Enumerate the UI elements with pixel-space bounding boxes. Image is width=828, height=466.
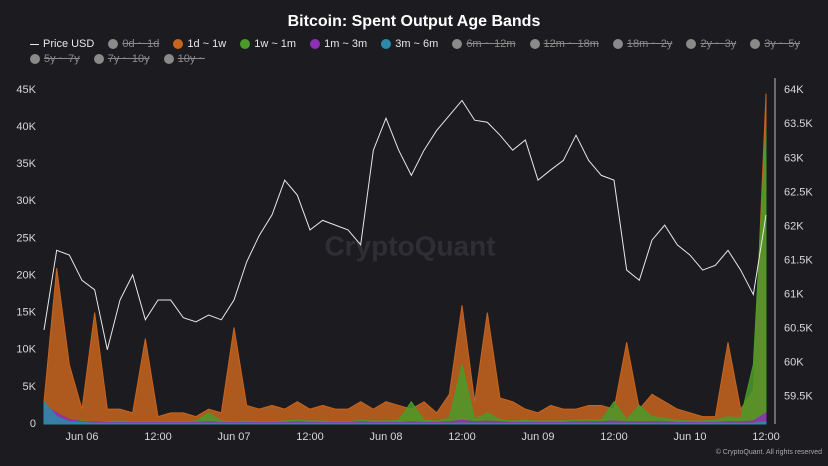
y2-tick-label: 59.5K (784, 391, 813, 403)
watermark: CryptoQuant (324, 230, 495, 261)
legend: Price USD 0d ~ 1d 1d ~ 1w 1w ~ 1m 1m ~ 3m 3m … (30, 38, 820, 65)
legend-item[interactable]: 0d ~ 1d (108, 38, 159, 50)
legend-label: 1w ~ 1m (254, 38, 297, 50)
legend-label: 10y ~ (177, 53, 205, 65)
y-tick-label: 35K (16, 158, 36, 170)
area (43, 126, 767, 425)
y-tick-label: 40K (16, 121, 36, 133)
y2-tick-label: 62.5K (784, 186, 813, 198)
x-tick-label: Jun 09 (521, 431, 554, 443)
chart-title: Bitcoin: Spent Output Age Bands (288, 13, 541, 30)
legend-label: 6m ~ 12m (466, 38, 516, 50)
area (43, 400, 767, 425)
legend-label: 3m ~ 6m (395, 38, 439, 50)
y-tick-label: 0 (30, 418, 36, 430)
legend-label: 7y ~ 10y (107, 53, 150, 65)
y-tick-label: 25K (16, 232, 36, 244)
legend-marker (93, 54, 104, 64)
y2-tick-label: 60K (784, 357, 804, 369)
y-tick-label: 30K (16, 195, 36, 207)
legend-item[interactable]: 3m ~ 6m (381, 38, 438, 50)
legend-marker (240, 39, 251, 49)
legend-label: 0d ~ 1d (122, 38, 160, 50)
y2-tick-label: 63K (784, 152, 804, 164)
legend-item[interactable]: 5y ~ 7y (30, 53, 80, 65)
y2-tick-label: 61K (784, 288, 804, 300)
legend-marker (529, 39, 540, 49)
legend-item[interactable]: 1w ~ 1m (240, 38, 296, 50)
legend-item[interactable]: 3y ~ 5y (750, 38, 800, 50)
legend-marker (310, 39, 321, 49)
legend-label: 2y ~ 3y (700, 38, 737, 50)
x-tick-label: 12:00 (296, 431, 324, 443)
legend-item[interactable]: 10y ~ (163, 53, 205, 65)
y-tick-label: 5K (23, 381, 37, 393)
legend-label: Price USD (43, 38, 95, 50)
legend-label: 5y ~ 7y (44, 53, 80, 65)
legend-marker (381, 39, 392, 49)
legend-item[interactable]: 2y ~ 3y (686, 38, 736, 50)
x-tick-label: 12:00 (752, 431, 780, 443)
legend-item[interactable]: 12m ~ 18m (529, 38, 599, 50)
y-tick-label: 10K (16, 344, 36, 356)
x-tick-label: Jun 07 (217, 431, 250, 443)
y-tick-label: 45K (16, 84, 36, 96)
y-tick-label: 20K (16, 269, 36, 281)
y-tick-label: 15K (16, 307, 36, 319)
legend-item[interactable]: Price USD (30, 38, 94, 50)
x-tick-label: Jun 08 (369, 431, 402, 443)
legend-label: 1d ~ 1w (187, 38, 227, 50)
price-line (43, 99, 767, 350)
x-tick-label: Jun 10 (673, 431, 706, 443)
y2-tick-label: 64K (784, 84, 804, 96)
legend-item[interactable]: 18m ~ 2y (612, 38, 673, 50)
legend-label: 12m ~ 18m (543, 38, 599, 50)
legend-marker (686, 39, 697, 49)
x-tick-label: Jun 06 (65, 431, 98, 443)
legend-item[interactable]: 1d ~ 1w (173, 38, 226, 50)
legend-marker (452, 39, 463, 49)
legend-item[interactable]: 6m ~ 12m (452, 38, 516, 50)
legend-marker (163, 54, 174, 64)
x-tick-label: 12:00 (448, 431, 476, 443)
x-tick-label: 12:00 (600, 431, 628, 443)
legend-marker (173, 39, 184, 49)
legend-item[interactable]: 7y ~ 10y (93, 53, 150, 65)
y2-tick-label: 61.5K (784, 254, 813, 266)
legend-marker (30, 43, 39, 45)
legend-label: 1m ~ 3m (324, 38, 368, 50)
legend-label: 3y ~ 5y (764, 38, 800, 50)
y2-tick-label: 62K (784, 220, 804, 232)
legend-label: 18m ~ 2y (626, 38, 673, 50)
y2-tick-label: 63.5K (784, 118, 813, 130)
y2-tick-label: 60.5K (784, 323, 813, 335)
legend-marker (30, 54, 40, 64)
legend-item[interactable]: 1m ~ 3m (310, 38, 367, 50)
x-tick-label: 12:00 (144, 431, 172, 443)
legend-marker (612, 39, 623, 49)
legend-marker (750, 39, 761, 49)
legend-marker (108, 39, 119, 49)
area (43, 404, 767, 425)
footer: © CryptoQuant. All rights reserved (716, 448, 822, 456)
